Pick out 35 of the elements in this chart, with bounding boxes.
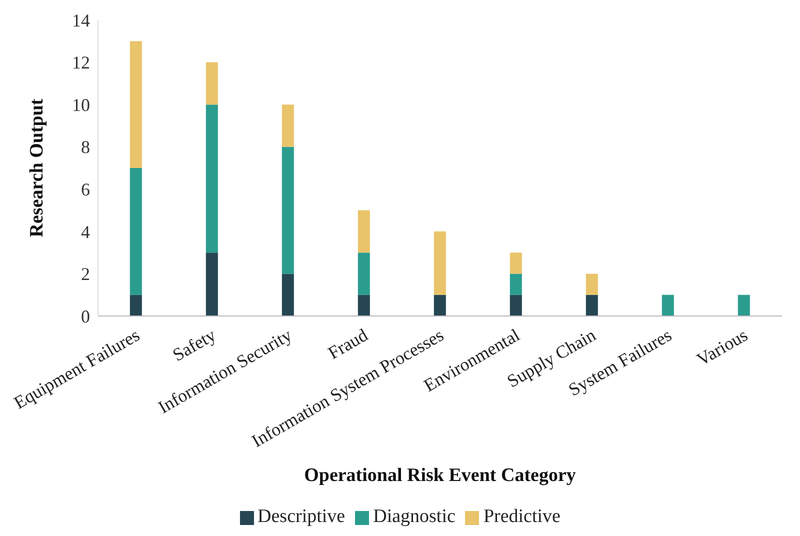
- bar: [206, 104, 218, 253]
- bar: [510, 274, 522, 295]
- legend-label: Descriptive: [258, 506, 346, 527]
- y-tick-label: 4: [81, 222, 90, 242]
- legend-label: Diagnostic: [373, 506, 456, 527]
- bar: [586, 274, 598, 295]
- bar: [510, 294, 522, 316]
- y-tick-label: 8: [81, 137, 90, 158]
- bar: [130, 41, 142, 168]
- bar: [510, 252, 522, 274]
- bar: [358, 294, 370, 316]
- bar: [358, 210, 370, 253]
- bar: [738, 294, 750, 316]
- bar: [434, 294, 446, 316]
- bar: [206, 252, 218, 316]
- x-tick-label: Safety: [169, 324, 219, 366]
- bar: [662, 294, 674, 316]
- legend-label: Predictive: [483, 506, 560, 527]
- y-tick-label: 12: [72, 52, 90, 73]
- y-tick-label: 6: [81, 180, 90, 200]
- y-axis-title: Research Output: [26, 98, 48, 238]
- bar: [130, 168, 142, 295]
- y-tick-label: 0: [81, 306, 90, 326]
- y-tick-label: 10: [72, 94, 90, 115]
- bar: [282, 104, 294, 147]
- bar: [358, 252, 370, 295]
- y-tick-label: 14: [72, 10, 90, 30]
- bar: [130, 294, 142, 316]
- bar: [282, 146, 294, 274]
- x-axis-title: Operational Risk Event Category: [304, 465, 576, 486]
- y-tick-label: 2: [81, 264, 90, 284]
- bar: [586, 294, 598, 316]
- bar: [282, 274, 294, 316]
- bar: [434, 231, 446, 295]
- bar: [206, 62, 218, 105]
